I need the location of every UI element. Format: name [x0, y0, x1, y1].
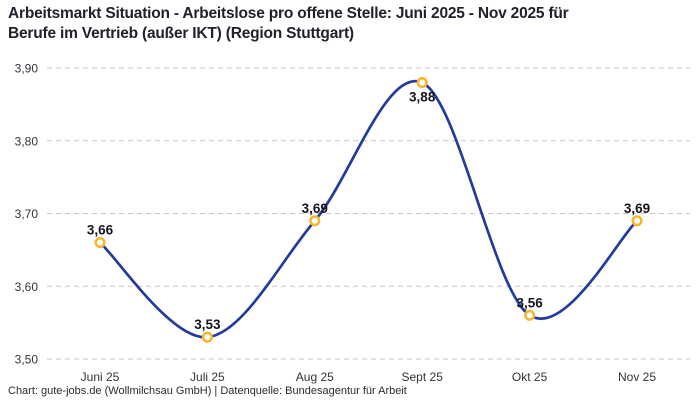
y-tick-label: 3,50: [15, 353, 39, 367]
x-tick-label: Aug 25: [296, 370, 334, 384]
data-point-marker: [94, 237, 106, 249]
data-point-marker: [416, 77, 428, 89]
x-tick-label: Juni 25: [81, 370, 120, 384]
y-tick-label: 3,80: [15, 134, 39, 148]
data-point-label: 3,69: [302, 201, 328, 216]
chart-title-line2: Berufe im Vertrieb (außer IKT) (Region S…: [8, 24, 354, 42]
data-point-marker: [309, 215, 321, 227]
y-tick-label: 3,70: [15, 207, 39, 221]
chart-title-line1: Arbeitsmarkt Situation - Arbeitslose pro…: [8, 5, 569, 22]
x-tick-label: Sept 25: [402, 370, 444, 384]
data-point-label: 3,66: [87, 223, 114, 238]
data-point-marker: [524, 309, 536, 321]
y-tick-label: 3,60: [15, 280, 39, 294]
data-point-label: 3,88: [409, 90, 436, 105]
series-line: [98, 79, 639, 339]
x-tick-label: Okt 25: [512, 370, 548, 384]
data-point-label: 3,69: [624, 201, 650, 216]
y-tick-label: 3,90: [15, 62, 39, 76]
data-point-marker: [201, 331, 213, 343]
x-tick-label: Juli 25: [190, 370, 225, 384]
chart-credit: Chart: gute-jobs.de (Wollmilchsau GmbH) …: [8, 385, 407, 397]
data-point-marker: [631, 215, 643, 227]
x-tick-label: Nov 25: [618, 370, 656, 384]
chart-title: Arbeitsmarkt Situation - Arbeitslose pro…: [8, 4, 668, 44]
data-point-label: 3,53: [194, 317, 221, 332]
data-point-label: 3,56: [516, 295, 543, 310]
